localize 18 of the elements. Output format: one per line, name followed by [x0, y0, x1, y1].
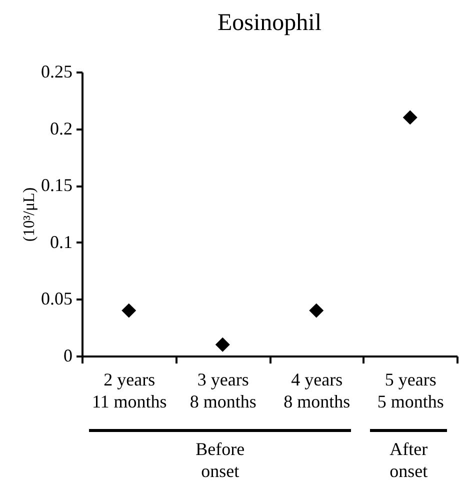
y-tick-label: 0.15 — [41, 175, 72, 196]
y-tick-label: 0.1 — [50, 232, 72, 252]
point — [402, 110, 418, 125]
y-tick-label: 0.05 — [41, 288, 72, 309]
point — [122, 303, 136, 318]
y-tick-label: 0 — [64, 346, 72, 366]
y-tick-label: 0.25 — [41, 62, 72, 82]
text: After onset — [388, 438, 429, 482]
y-tick-label: 0.2 — [50, 118, 72, 138]
point — [215, 337, 230, 352]
y-axis-title: (10³/μL) — [21, 187, 38, 242]
x-tick-label: 3 years 8 months — [190, 370, 256, 412]
x-tick-label: 2 years 11 months — [92, 370, 167, 412]
chart-title: Eosinophil — [217, 10, 322, 36]
x-tick-label: 5 years 5 months — [377, 370, 444, 412]
text: Before onset — [194, 438, 246, 482]
point — [309, 303, 324, 318]
x-tick-label: 4 years 8 months — [284, 370, 350, 412]
